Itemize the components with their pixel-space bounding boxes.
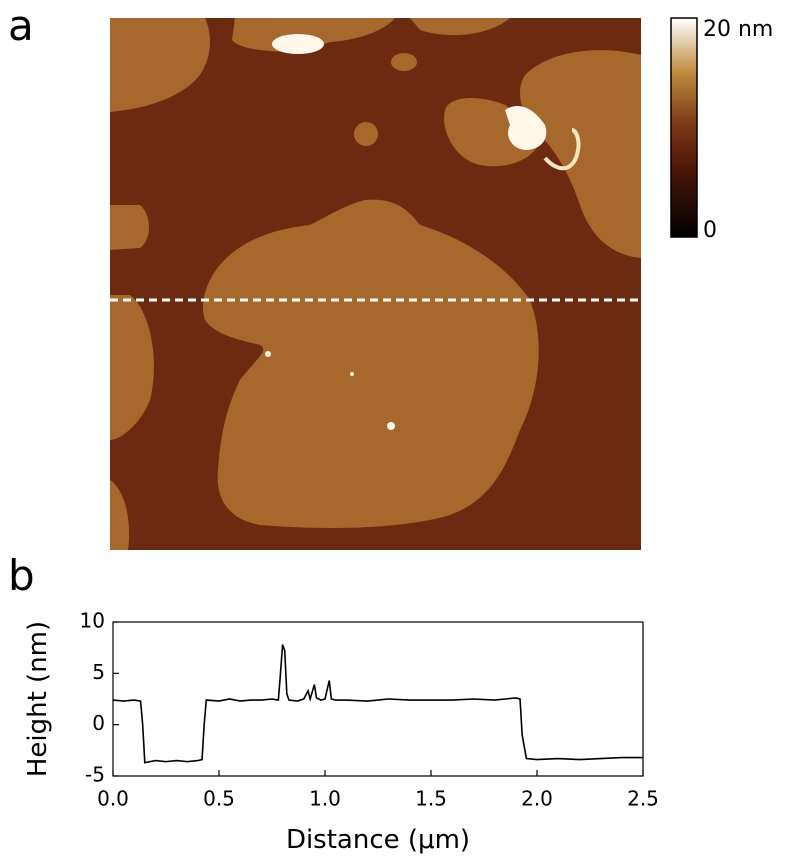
y-tick-label: -5: [85, 763, 105, 787]
plot-frame: [112, 621, 644, 777]
x-tick-label: 1.0: [309, 787, 341, 811]
afm-image: [110, 18, 641, 550]
y-tick-label: 10: [80, 609, 105, 633]
colorbar-min: 0: [703, 218, 717, 243]
x-tick-label: 0.5: [203, 787, 235, 811]
x-tick-label: 0.0: [97, 787, 129, 811]
x-tick-label: 1.5: [415, 787, 447, 811]
x-tick-label: 2.0: [521, 787, 553, 811]
colorbar-max: 20 nm: [703, 17, 773, 42]
x-tick-label: 2.5: [627, 787, 659, 811]
y-tick-label: 0: [92, 711, 105, 735]
panel-label: b: [8, 551, 35, 600]
x-axis-title: Distance (μm): [286, 825, 470, 855]
panel-label: a: [8, 1, 34, 50]
profile-line: [112, 644, 643, 764]
y-tick-label: 5: [92, 660, 105, 684]
colorbar: [670, 17, 698, 238]
y-axis-title: Height (nm): [23, 621, 53, 777]
